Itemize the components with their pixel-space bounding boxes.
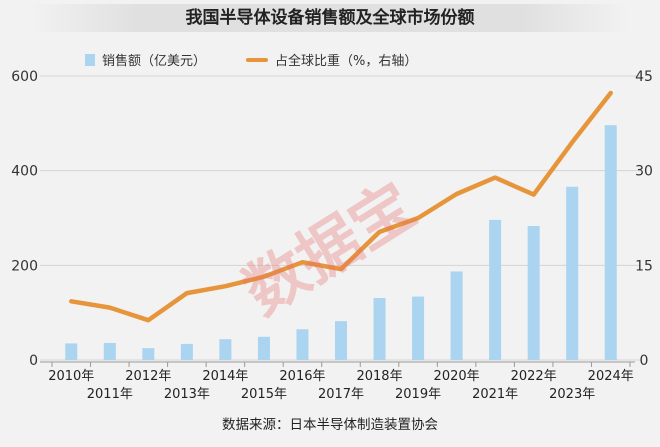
x-tick-label: 2017年 [318,387,364,402]
x-tick-label: 2021年 [472,387,518,402]
legend-item-bars: 销售额（亿美元） [85,50,206,69]
bar [335,321,347,360]
y-right-tick-label: 45 [635,69,653,85]
x-tick-label: 2020年 [434,369,480,384]
watermark: 数据宝 [231,168,427,328]
y-right-tick-label: 0 [640,353,649,369]
x-tick-label: 2024年 [588,369,634,384]
legend-item-line: 占全球比重（%，右轴） [246,50,417,69]
bar [257,336,270,360]
legend-line-label: 占全球比重（%，右轴） [275,54,418,69]
y-right-tick-label: 15 [635,258,653,274]
x-tick-label: 2011年 [87,387,133,402]
x-tick-label: 2016年 [279,369,325,384]
bar [142,348,155,360]
bar [65,343,78,360]
y-right-tick-label: 30 [635,164,653,180]
source-note: 数据来源：日本半导体制造装置协会 [222,417,438,433]
legend-bar-swatch [85,53,95,66]
legend-bar-label: 销售额（亿美元） [102,54,207,69]
x-tick-label: 2019年 [395,387,441,402]
bar [219,339,232,360]
x-tick-label: 2022年 [511,369,557,384]
x-tick-label: 2015年 [241,387,287,402]
bar [527,226,540,360]
chart-title: 我国半导体设备销售额及全球市场份额 [30,4,630,32]
bar [180,343,193,360]
bar [412,296,425,360]
legend-line-swatch [246,57,269,62]
y-left-tick-label: 400 [11,164,38,180]
x-tick-label: 2018年 [356,369,402,384]
bar [489,219,502,360]
bar [296,329,309,360]
y-left-tick-label: 600 [11,69,38,85]
bar [566,186,579,360]
x-tick-label: 2013年 [164,387,210,402]
y-left-tick-label: 200 [11,258,38,274]
y-left-tick-label: 0 [29,353,38,369]
x-tick-label: 2023年 [549,387,595,402]
legend: 销售额（亿美元） 占全球比重（%，右轴） [85,50,457,69]
bar [604,125,617,360]
x-tick-label: 2014年 [202,369,248,384]
x-tick-label: 2012年 [125,369,171,384]
x-tick-label: 2010年 [48,369,94,384]
bar [103,342,116,360]
bar [373,297,386,360]
bar [450,271,463,360]
